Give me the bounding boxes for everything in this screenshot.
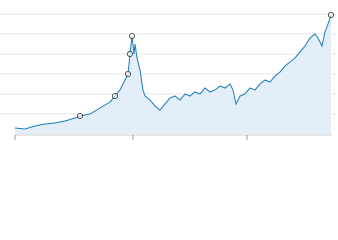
chart — [0, 11, 336, 140]
marker — [112, 93, 119, 100]
area-fill — [15, 15, 331, 134]
marker — [127, 51, 134, 58]
marker — [327, 11, 334, 18]
marker — [125, 71, 132, 78]
line — [14, 14, 332, 130]
marker — [77, 113, 84, 120]
marker — [128, 33, 135, 40]
